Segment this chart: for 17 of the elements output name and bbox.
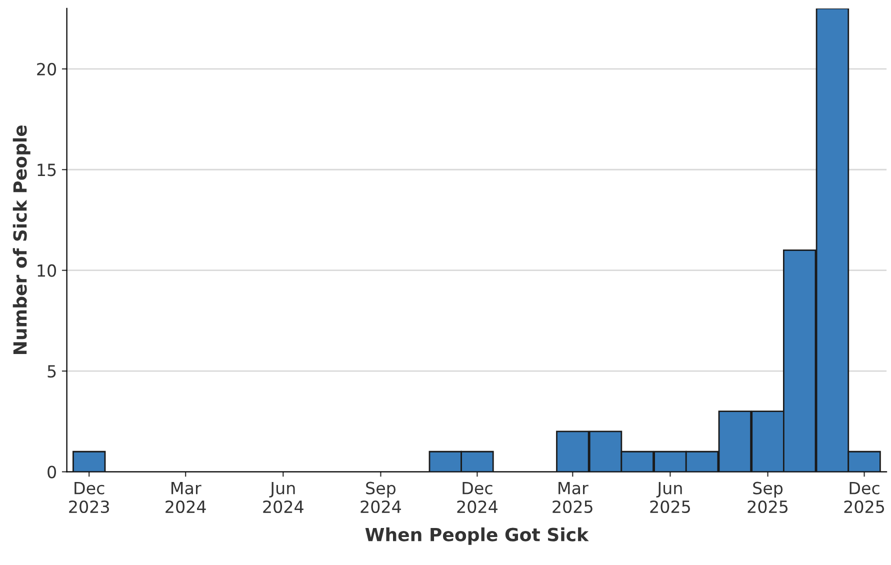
x-tick-label: Mar 2024 <box>166 482 206 514</box>
x-tick-label: Jun 2024 <box>263 482 304 514</box>
bar <box>72 450 106 472</box>
x-tick-label: Sep 2024 <box>360 482 401 514</box>
y-tick-label: 20 <box>37 62 56 76</box>
x-tick-label: Mar 2025 <box>552 482 592 514</box>
y-tick-label: 10 <box>38 264 56 277</box>
x-axis-title: When People Got Sick <box>365 527 589 545</box>
x-tick-label: Dec 2023 <box>69 482 109 514</box>
y-axis-title: Number of Sick People <box>12 125 30 354</box>
y-tick-label: 0 <box>48 466 56 478</box>
x-tick-label: Jun 2025 <box>650 482 690 514</box>
y-tick-label: 15 <box>38 164 56 176</box>
x-tick-label: Dec 2024 <box>457 482 498 514</box>
x-tick-label: Sep 2025 <box>748 482 788 514</box>
x-tick-label: Dec 2025 <box>844 482 884 514</box>
y-tick-label: 5 <box>48 365 56 378</box>
